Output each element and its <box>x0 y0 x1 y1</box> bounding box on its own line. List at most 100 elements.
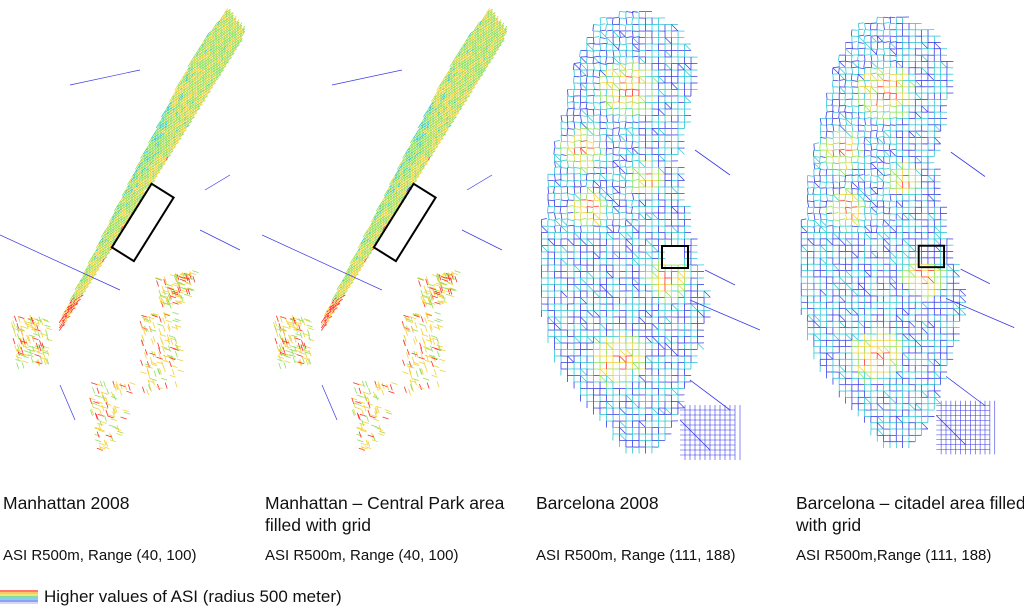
street-segment <box>119 384 126 388</box>
street-segment <box>157 342 160 349</box>
street-segment <box>177 286 181 293</box>
street-segment <box>25 322 29 329</box>
street-segment <box>162 317 166 324</box>
street-segment <box>158 289 162 297</box>
street-segment <box>110 418 117 422</box>
street-segment <box>151 180 156 183</box>
street-segment <box>370 217 375 223</box>
street-segment <box>67 315 71 319</box>
street-segment <box>431 274 439 277</box>
street-segment <box>94 426 101 430</box>
street-segment <box>444 280 451 284</box>
street-segment <box>92 387 95 394</box>
street-segment <box>169 360 172 368</box>
street-segment <box>77 298 81 302</box>
street-segment <box>342 294 346 297</box>
street-segment <box>406 320 413 323</box>
street-segment <box>329 315 333 319</box>
street-segment <box>143 329 146 336</box>
street-segment <box>105 434 112 438</box>
street-segment <box>187 288 191 295</box>
street-segment <box>169 295 176 299</box>
street-segment <box>174 381 178 388</box>
street-segment <box>426 348 433 351</box>
street-segment <box>143 318 150 322</box>
street-segment <box>161 285 165 292</box>
street-segment <box>38 344 42 352</box>
street-segment <box>294 327 301 331</box>
street-segment <box>413 338 416 345</box>
street-segment <box>38 316 42 323</box>
street-segment <box>278 362 282 370</box>
street-segment <box>109 439 117 443</box>
street-segment <box>172 290 179 294</box>
street-segment <box>432 150 436 153</box>
street-segment <box>163 312 167 319</box>
street-segment <box>161 112 165 118</box>
street-segment <box>95 243 99 249</box>
street-segment <box>423 345 430 349</box>
street-segment <box>431 295 438 299</box>
street-segment <box>89 397 96 401</box>
street-segment <box>98 429 105 433</box>
street-segment <box>419 368 423 375</box>
street-segment <box>162 325 166 332</box>
street-segment <box>429 338 433 345</box>
street-segment <box>141 327 148 330</box>
street-segment <box>141 335 145 343</box>
street-segment <box>167 287 174 291</box>
street-segment <box>33 321 36 329</box>
street-segment <box>88 281 92 285</box>
street-segment <box>22 338 26 345</box>
street-segment <box>110 434 114 441</box>
street-segment <box>46 334 49 341</box>
street-segment <box>303 318 311 322</box>
street-segment <box>418 280 421 287</box>
street-segment <box>40 331 44 338</box>
street-segment <box>150 313 157 317</box>
street-segment <box>434 348 441 351</box>
street-segment <box>412 328 419 332</box>
street-segment <box>421 334 429 337</box>
street-segment <box>156 356 163 360</box>
street-segment <box>501 40 505 43</box>
street-segment <box>93 407 100 410</box>
street-segment <box>280 316 287 319</box>
street-segment <box>433 365 440 368</box>
street-segment <box>112 408 116 415</box>
street-segment <box>298 318 302 325</box>
street-segment <box>196 108 201 111</box>
street-segment <box>450 288 457 291</box>
street-segment <box>117 430 124 434</box>
street-segment <box>156 361 163 365</box>
street-segment <box>406 325 409 332</box>
street-segment <box>27 334 31 342</box>
street-segment <box>173 146 177 149</box>
street-segment <box>431 374 438 378</box>
street-segment <box>31 336 35 343</box>
street-segment <box>105 440 109 447</box>
street-segment <box>423 339 426 346</box>
street-segment <box>159 301 166 305</box>
street-segment <box>169 374 176 378</box>
street-segment <box>45 327 53 331</box>
street-segment <box>121 191 126 196</box>
street-segment <box>169 274 177 277</box>
street-segment <box>151 338 154 345</box>
street-segment <box>323 324 328 327</box>
street-segment <box>113 384 117 392</box>
street-segment <box>291 317 295 325</box>
street-segment <box>172 301 179 305</box>
street-segment <box>156 386 163 390</box>
street-segment <box>160 294 167 298</box>
street-segment <box>284 345 291 349</box>
street-segment <box>493 52 497 56</box>
street-segment <box>282 330 286 337</box>
street-segment <box>187 277 191 284</box>
street-segment <box>116 425 120 432</box>
street-segment <box>289 354 296 357</box>
street-segment <box>428 354 436 358</box>
street-segment <box>167 338 171 345</box>
street-segment <box>360 264 365 268</box>
street-segment <box>83 290 87 293</box>
